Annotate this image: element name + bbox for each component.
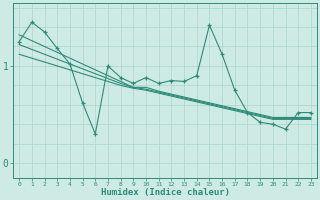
- X-axis label: Humidex (Indice chaleur): Humidex (Indice chaleur): [100, 188, 229, 197]
